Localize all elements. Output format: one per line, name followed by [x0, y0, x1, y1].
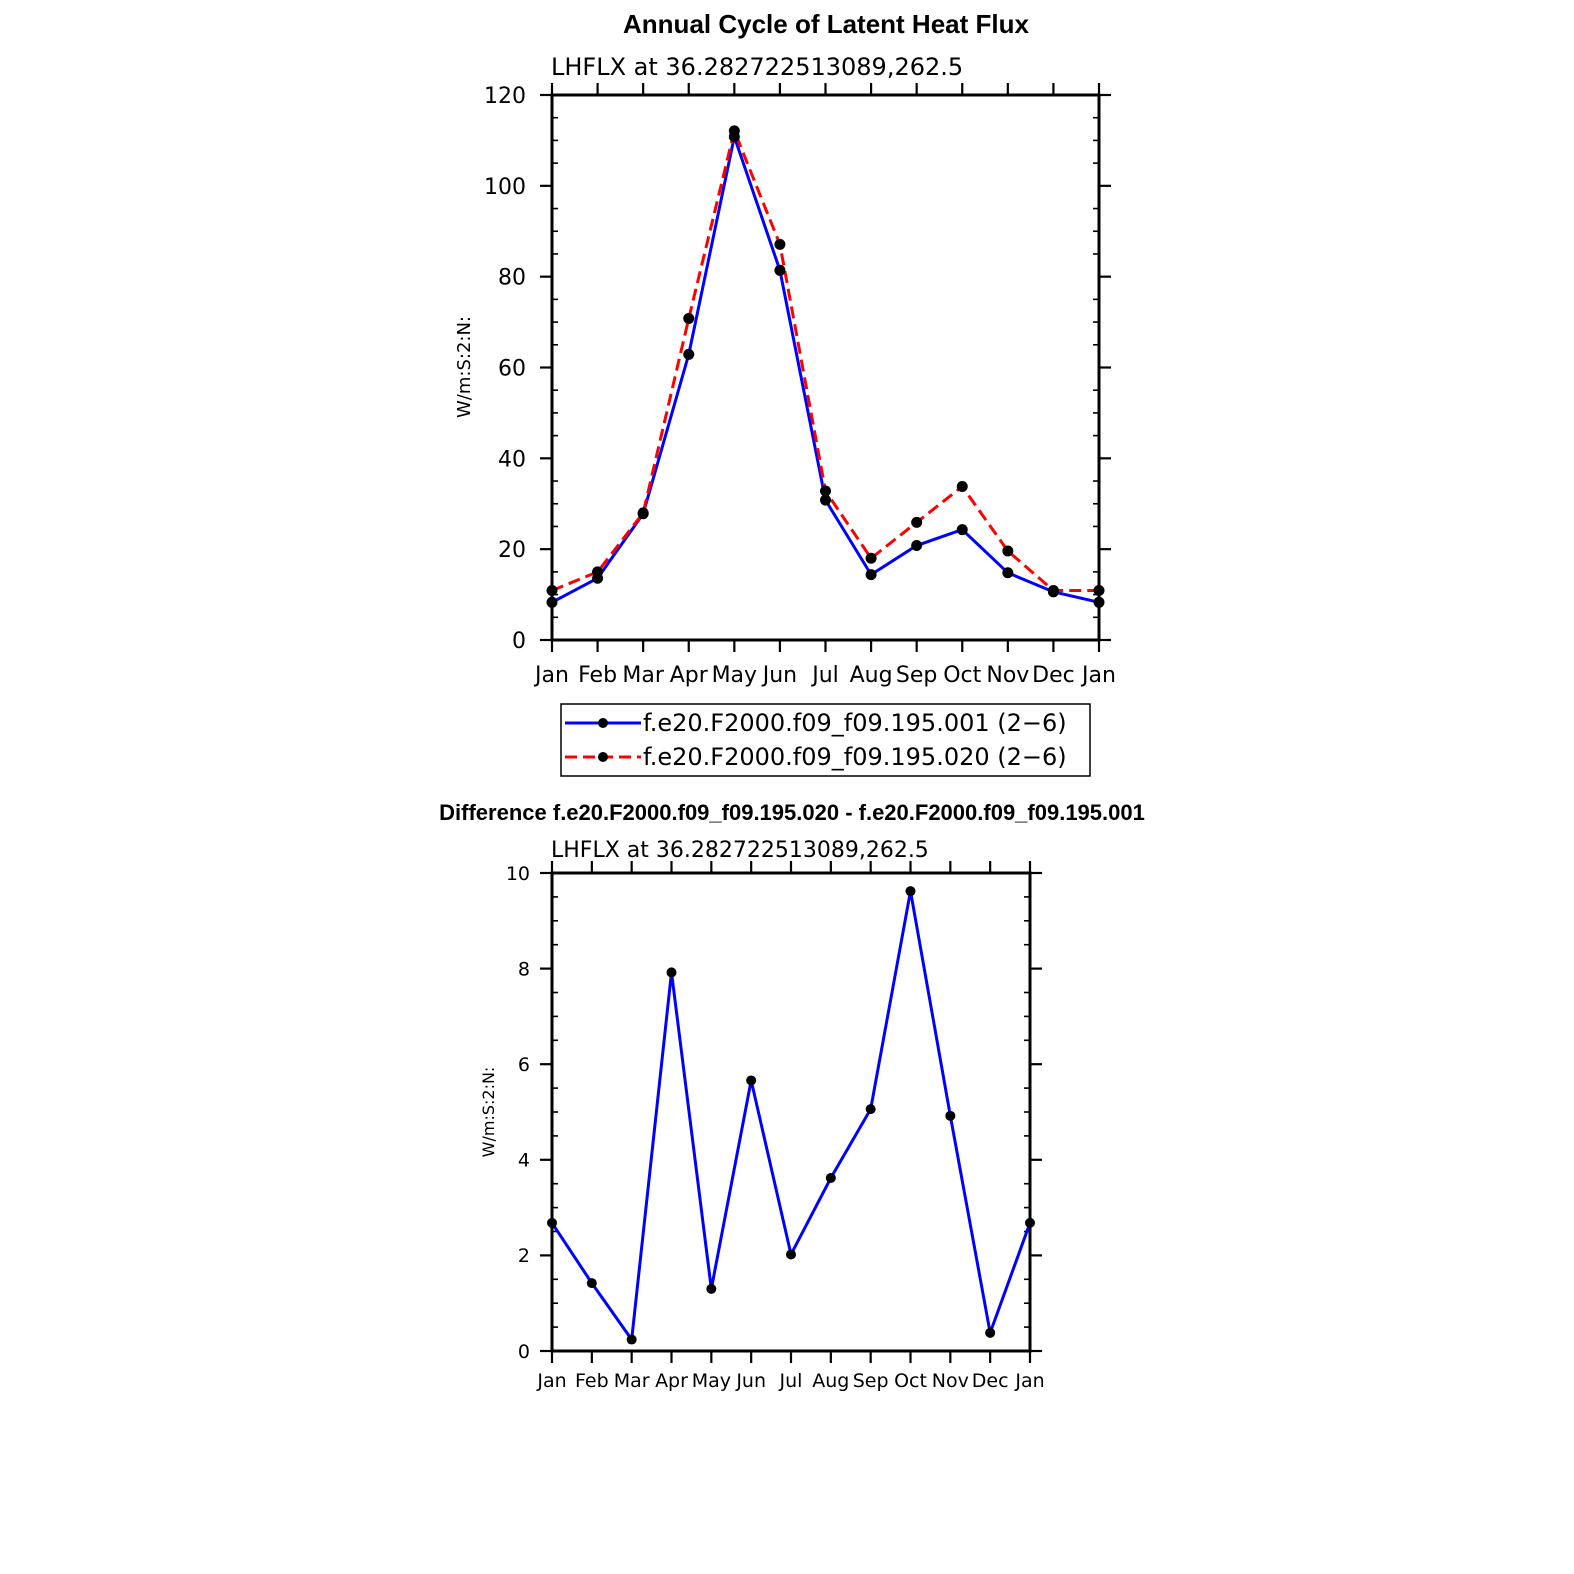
y-tick-label: 60: [498, 356, 526, 381]
legend-label-series-2: f.e20.F2000.f09_f09.195.020 (2−6): [643, 743, 1067, 771]
data-point: [1002, 545, 1014, 557]
data-point: [547, 1217, 557, 1228]
chart-title: Annual Cycle of Latent Heat Flux: [623, 9, 1029, 39]
data-point: [820, 485, 831, 497]
data-point: [945, 1110, 956, 1121]
y-tick-label: 20: [498, 538, 526, 563]
legend-box: [560, 703, 1091, 777]
x-tick-label: May: [712, 663, 757, 688]
x-tick-label: Dec: [972, 1370, 1009, 1392]
x-tick-label: Jun: [735, 1370, 766, 1392]
data-point: [865, 569, 877, 581]
x-tick-label: Oct: [943, 663, 981, 688]
x-tick-label: Apr: [655, 1370, 688, 1392]
data-point: [905, 886, 916, 897]
x-tick-label: Mar: [614, 1370, 650, 1392]
legend: f.e20.F2000.f09_f09.195.001 (2−6) f.e20.…: [560, 703, 1091, 777]
chart-title: Difference f.e20.F2000.f09_f09.195.020 -…: [439, 800, 1145, 825]
y-tick-label: 100: [484, 175, 526, 200]
y-axis-label: W/m:S:2:N:: [454, 316, 475, 418]
data-point: [774, 238, 786, 250]
plot-axes: Jan Feb Mar Apr May Jun Jul Aug Sep Oct Nov Dec Jan0…: [484, 83, 1116, 688]
annual-cycle-chart: Annual Cycle of Latent Heat Flux LHFLX a…: [454, 9, 1116, 777]
x-tick-label: Aug: [812, 1370, 849, 1392]
x-tick-label: Jul: [810, 663, 839, 688]
data-point: [1002, 567, 1014, 579]
data-point: [683, 312, 695, 324]
data-point: [637, 507, 649, 519]
x-tick-label: Nov: [932, 1370, 969, 1392]
x-tick-label: Jan: [1080, 663, 1116, 688]
data-point: [1047, 584, 1059, 596]
data-point: [546, 584, 558, 596]
chart-subtitle: LHFLX at 36.282722513089,262.5: [551, 53, 963, 81]
y-tick-label: 120: [484, 84, 526, 109]
x-tick-label: Dec: [1032, 663, 1075, 688]
x-tick-label: Jan: [536, 1370, 566, 1392]
y-tick-label: 6: [518, 1054, 530, 1076]
y-axis-label: W/m:S:2:N:: [479, 1067, 498, 1158]
y-tick-label: 8: [518, 958, 530, 980]
data-point: [586, 1278, 597, 1289]
data-point: [786, 1249, 796, 1260]
series-group: [547, 886, 1035, 1345]
x-tick-label: Jun: [761, 663, 797, 688]
data-point: [728, 125, 740, 137]
plot-frame: [550, 871, 1032, 1353]
y-tick-label: 10: [506, 863, 530, 885]
data-point: [592, 566, 604, 578]
x-tick-label: Jan: [1014, 1370, 1044, 1392]
x-tick-label: Sep: [896, 663, 937, 688]
data-point: [746, 1075, 757, 1086]
y-tick-label: 40: [498, 447, 526, 472]
data-point: [911, 516, 923, 528]
data-point: [985, 1327, 996, 1338]
legend-marker-series-2: [598, 752, 608, 762]
y-tick-label: 0: [512, 629, 526, 654]
x-tick-label: Aug: [850, 663, 893, 688]
data-point: [666, 967, 677, 978]
series-line: [551, 131, 1100, 604]
x-tick-label: Nov: [986, 663, 1029, 688]
legend-marker-series-1: [598, 718, 608, 728]
x-tick-label: Feb: [578, 663, 617, 688]
x-tick-label: Feb: [575, 1370, 609, 1392]
x-tick-label: Apr: [670, 663, 709, 688]
data-point: [825, 1172, 836, 1183]
data-point: [1093, 596, 1105, 608]
series-line: [551, 125, 1099, 592]
y-tick-label: 80: [498, 266, 526, 291]
legend-label-series-1: f.e20.F2000.f09_f09.195.001 (2−6): [643, 709, 1067, 737]
y-tick-label: 2: [518, 1245, 530, 1267]
x-tick-label: Oct: [894, 1370, 927, 1392]
x-tick-label: Sep: [853, 1370, 889, 1392]
data-point: [865, 1104, 876, 1115]
data-point: [956, 480, 968, 492]
data-point: [546, 596, 558, 608]
data-point: [706, 1283, 717, 1294]
x-tick-label: Jan: [533, 663, 569, 688]
data-point: [820, 494, 831, 506]
data-point: [683, 348, 695, 360]
chart-subtitle: LHFLX at 36.282722513089,262.5: [551, 838, 929, 863]
series-group: [546, 125, 1105, 608]
data-point: [911, 540, 923, 552]
x-tick-label: May: [692, 1370, 731, 1392]
data-point: [774, 264, 786, 276]
data-point: [1025, 1217, 1035, 1228]
series-line: [550, 890, 1032, 1344]
data-point: [865, 552, 877, 564]
difference-chart: Difference f.e20.F2000.f09_f09.195.020 -…: [439, 800, 1145, 1392]
plot-axes: Jan Feb Mar Apr May Jun Jul Aug Sep Oct Nov Dec Jan0…: [506, 861, 1045, 1392]
data-point: [956, 524, 968, 536]
data-point: [1093, 584, 1105, 596]
x-tick-label: Jul: [779, 1370, 803, 1392]
y-tick-label: 0: [518, 1341, 530, 1363]
data-point: [626, 1334, 637, 1345]
y-tick-label: 4: [518, 1150, 530, 1172]
x-tick-label: Mar: [622, 663, 664, 688]
